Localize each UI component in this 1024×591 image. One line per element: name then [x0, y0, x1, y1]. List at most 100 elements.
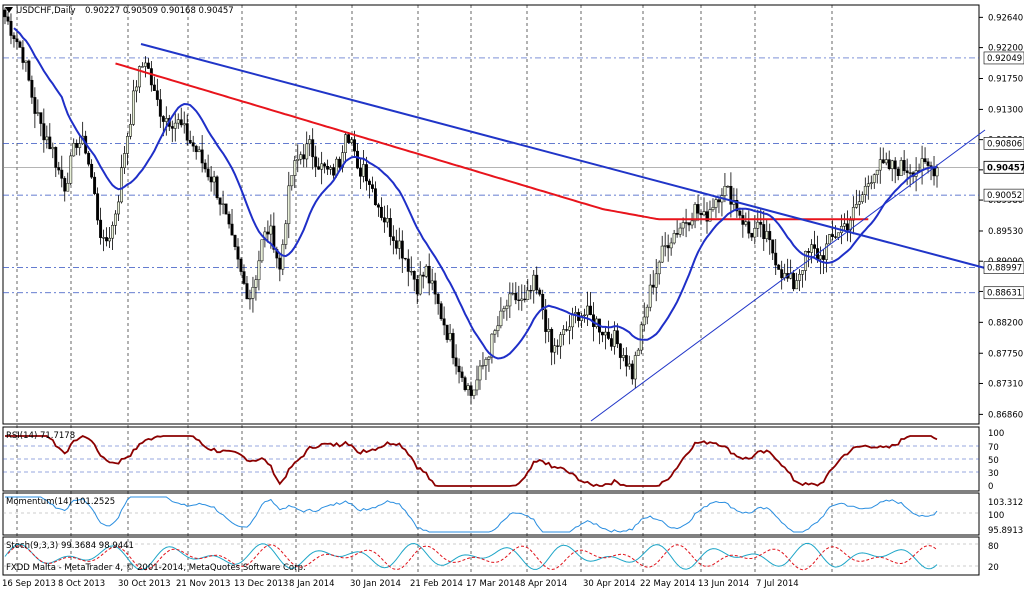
candle-body — [299, 154, 303, 160]
candle-body — [415, 279, 419, 295]
candle-body — [845, 223, 849, 231]
candle-body — [663, 245, 667, 247]
y-tick-label: 0.89530 — [988, 227, 1023, 237]
candle-body — [908, 172, 912, 174]
candle-body — [565, 329, 569, 331]
candle-body — [499, 310, 503, 327]
candle-body — [185, 123, 189, 141]
candle-body — [696, 204, 700, 214]
candle-body — [42, 123, 46, 141]
candle-body — [33, 97, 37, 114]
candle-body — [603, 331, 607, 336]
candle-body — [66, 183, 70, 192]
candle-body — [562, 329, 566, 335]
candle-body — [520, 298, 524, 301]
candle-body — [586, 305, 589, 316]
candle-body — [293, 160, 297, 176]
candle-body — [624, 355, 628, 367]
candle-body — [269, 225, 273, 235]
candle-body — [807, 251, 811, 253]
candle-body — [63, 178, 67, 192]
candle-series — [3, 7, 939, 405]
ma-fast-line — [13, 27, 938, 360]
level-tag-text: 0.90806 — [987, 139, 1022, 149]
candle-body — [517, 299, 521, 301]
candle-body — [314, 156, 318, 167]
candle-body — [296, 158, 300, 161]
candle-body — [878, 159, 882, 171]
x-tick-label: 7 Jul 2014 — [756, 579, 799, 589]
candle-body — [215, 176, 219, 199]
candle-body — [457, 365, 461, 373]
price-panel[interactable] — [2, 4, 980, 425]
candle-body — [699, 213, 703, 216]
candle-body — [445, 324, 449, 340]
candle-body — [170, 126, 174, 129]
candle-body — [317, 166, 321, 170]
stoch-panel[interactable] — [2, 536, 980, 576]
candle-body — [744, 221, 748, 225]
candle-body — [666, 245, 670, 249]
candle-body — [87, 152, 91, 165]
candle-body — [654, 273, 658, 288]
candle-body — [684, 222, 688, 224]
candle-body — [155, 90, 159, 100]
dropdown-triangle-icon[interactable] — [5, 7, 13, 13]
candle-body — [529, 290, 533, 292]
candle-body — [860, 194, 864, 202]
candle-body — [657, 261, 661, 275]
candle-body — [179, 119, 183, 126]
y-tick-label: 0.91300 — [988, 105, 1023, 115]
candle-body — [126, 136, 129, 154]
candle-body — [825, 243, 828, 260]
candle-body — [27, 60, 31, 81]
candle-body — [397, 240, 401, 249]
candle-body — [129, 124, 132, 137]
candle-body — [120, 167, 123, 203]
level-tag-box — [983, 188, 1024, 202]
candle-body — [102, 237, 106, 239]
candle-body — [505, 305, 509, 309]
candle-body — [60, 169, 64, 179]
candle-body — [272, 225, 276, 250]
level-tag-text: 0.88997 — [987, 264, 1022, 274]
x-tick-label: 21 Nov 2013 — [176, 579, 230, 589]
candle-body — [675, 233, 679, 235]
candle-body — [448, 333, 452, 340]
candle-body — [436, 293, 440, 304]
candle-body — [869, 182, 873, 185]
candle-body — [212, 176, 216, 183]
candle-body — [810, 244, 813, 253]
candle-body — [203, 162, 207, 170]
stoch-main-line — [4, 542, 938, 571]
candle-body — [320, 163, 324, 170]
rsi-level-100: 100 — [988, 429, 1004, 439]
candle-body — [526, 290, 530, 300]
candle-body — [78, 143, 82, 148]
candle-body — [353, 139, 356, 152]
y-tick-label: 0.86860 — [988, 410, 1023, 420]
candle-body — [233, 234, 237, 247]
candle-body — [627, 363, 631, 367]
candle-body — [373, 188, 377, 206]
candle-body — [726, 185, 730, 188]
y-tick-label: 0.87310 — [988, 379, 1023, 389]
candle-body — [857, 201, 861, 205]
candle-body — [266, 231, 270, 235]
candle-body — [367, 180, 371, 185]
candle-body — [164, 118, 168, 122]
candle-body — [45, 136, 49, 141]
candle-body — [636, 349, 640, 356]
rsi-label: RSI(14) 71.7178 — [6, 431, 75, 441]
candle-body — [326, 166, 330, 170]
candle-body — [532, 274, 536, 291]
momentum-panel[interactable] — [2, 492, 980, 536]
candle-body — [311, 139, 315, 158]
candle-body — [753, 228, 757, 238]
candle-body — [574, 312, 578, 315]
momentum-level-high: 103.312 — [988, 498, 1023, 508]
candle-body — [188, 139, 192, 143]
candle-body — [290, 175, 294, 187]
candle-body — [347, 134, 350, 143]
